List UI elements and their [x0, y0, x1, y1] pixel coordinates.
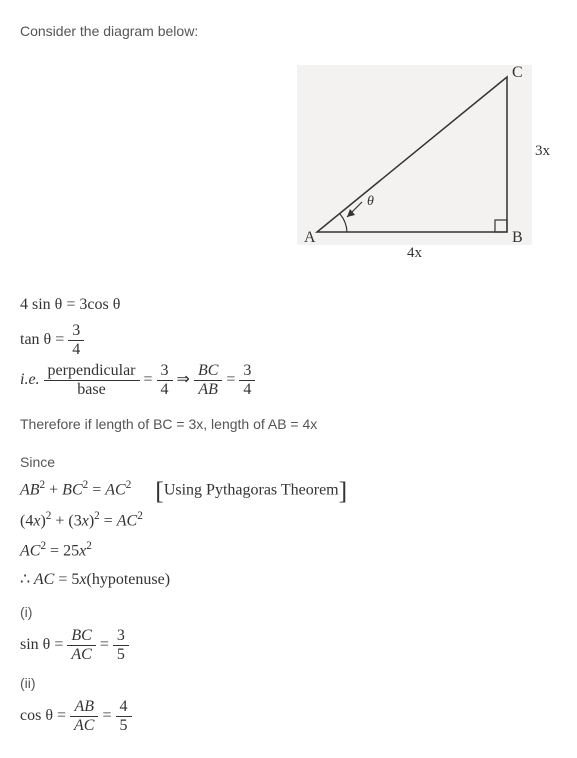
sin-d2: 5 — [113, 646, 129, 664]
acs-4: 2 — [86, 540, 92, 552]
cos-d1: AC — [70, 717, 98, 735]
perp-word: perpendicular — [44, 362, 140, 381]
since-text: Since — [20, 451, 557, 473]
therefore-text: Therefore if length of BC = 3x, length o… — [20, 413, 557, 435]
sin-label: sin θ = — [20, 636, 67, 653]
diagram-wrap: θ A B C 3x 4x — [20, 57, 557, 267]
cos-frac1: ABAC — [70, 698, 98, 734]
sq-0: (4 — [20, 512, 33, 529]
side-bc: 3x — [535, 143, 551, 159]
theta-label: θ — [367, 194, 374, 209]
perp-base-frac: perpendicularbase — [44, 362, 140, 398]
rbracket-icon: ] — [339, 476, 348, 505]
vertex-c: C — [512, 64, 523, 81]
sin-d1: AC — [67, 646, 95, 664]
eq-perp-base: i.e. perpendicularbase = 34 ⇒ BCAB = 34 — [20, 362, 557, 398]
n3b: 3 — [239, 362, 255, 381]
pe-plus: + — [45, 481, 62, 498]
tan-label: tan θ = — [20, 331, 68, 348]
ab-den: AB — [194, 381, 222, 399]
vertex-b: B — [512, 229, 523, 246]
sin-frac1: BCAC — [67, 627, 95, 663]
pe-ac: AC — [105, 481, 125, 498]
sq-9: AC — [117, 512, 137, 529]
bc-ab-frac: BCAB — [194, 362, 222, 398]
sq-10: 2 — [137, 510, 143, 522]
eq-tan: tan θ = 34 — [20, 322, 557, 358]
lbracket-icon: [ — [155, 476, 164, 505]
tan-den: 4 — [68, 341, 84, 359]
base-word: base — [44, 381, 140, 399]
ac5-1: = 5 — [54, 571, 79, 588]
vertex-a: A — [304, 229, 316, 246]
sin-n1: BC — [67, 627, 95, 646]
three-four-frac: 34 — [157, 362, 173, 398]
sin-eq: sin θ = BCAC = 35 — [20, 627, 557, 663]
eq-4sin-3cos: 4 sin θ = 3cos θ — [20, 292, 557, 318]
ie-label: i.e. — [20, 371, 40, 388]
sq-4: + (3 — [51, 512, 81, 529]
triangle-svg: θ A B C 3x 4x — [277, 57, 557, 267]
pe-2c: 2 — [126, 479, 132, 491]
tan-num: 3 — [68, 322, 84, 341]
tan-frac: 34 — [68, 322, 84, 358]
acs-2: = 25 — [46, 542, 79, 559]
part-i-label: (i) — [20, 601, 557, 623]
cos-n1: AB — [70, 698, 98, 717]
ac-sq-line: AC2 = 25x2 — [20, 538, 557, 564]
d4b: 4 — [239, 381, 255, 399]
pe-ab: AB — [20, 481, 40, 498]
triangle-diagram: θ A B C 3x 4x — [277, 57, 557, 267]
three-four-frac2: 34 — [239, 362, 255, 398]
pyth-note: Using Pythagoras Theorem — [164, 481, 339, 498]
ac5-0: AC — [30, 571, 54, 588]
sq-5: x — [82, 512, 89, 529]
cos-frac2: 45 — [116, 698, 132, 734]
ac5-3: (hypotenuse) — [86, 571, 170, 588]
d4: 4 — [157, 381, 173, 399]
n3: 3 — [157, 362, 173, 381]
therefore-sym: ∴ — [20, 571, 30, 588]
sq-expand: (4x)2 + (3x)2 = AC2 — [20, 508, 557, 534]
arrow-icon: ⇒ — [177, 371, 190, 388]
acs-0: AC — [20, 542, 40, 559]
cos-n2: 4 — [116, 698, 132, 717]
side-ab: 4x — [407, 245, 423, 261]
cos-eq: cos θ = ABAC = 45 — [20, 698, 557, 734]
pythagoras-eq: AB2 + BC2 = AC2 [Using Pythagoras Theore… — [20, 477, 557, 503]
pe-eq: = — [88, 481, 105, 498]
sin-n2: 3 — [113, 627, 129, 646]
cos-d2: 5 — [116, 717, 132, 735]
sq-8: = — [100, 512, 117, 529]
ac-5x-line: ∴ AC = 5x(hypotenuse) — [20, 567, 557, 593]
part-ii-label: (ii) — [20, 672, 557, 694]
bc-num: BC — [194, 362, 222, 381]
sin-frac2: 35 — [113, 627, 129, 663]
pe-bc: BC — [62, 481, 82, 498]
intro-text: Consider the diagram below: — [20, 20, 557, 42]
cos-label: cos θ = — [20, 707, 70, 724]
